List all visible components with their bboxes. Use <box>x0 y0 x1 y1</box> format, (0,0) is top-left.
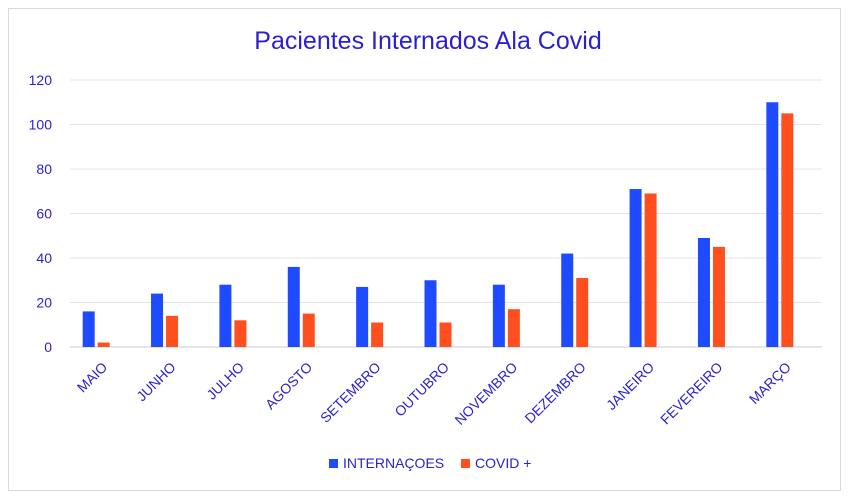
y-tick-label: 120 <box>29 72 53 88</box>
bar-internacoes-dezembro <box>561 253 574 347</box>
bar-internacoes-setembro <box>356 286 369 347</box>
bar-covid-dezembro <box>576 278 589 347</box>
bar-covid-setembro <box>371 322 384 347</box>
legend-swatch <box>461 459 470 468</box>
x-tick-label: SETEMBRO <box>317 359 384 426</box>
y-tick-label: 0 <box>44 339 52 355</box>
y-axis-ticks: 0 20 40 60 80 100 120 <box>29 72 53 355</box>
bar-covid-janeiro <box>644 193 657 347</box>
bar-internacoes-novembro <box>492 284 505 347</box>
bar-internacoes-junho <box>151 293 164 347</box>
y-tick-label: 100 <box>29 117 53 133</box>
x-tick-label: AGOSTO <box>262 359 316 413</box>
gridlines <box>70 79 822 348</box>
x-tick-label: OUTUBRO <box>391 359 452 420</box>
y-tick-label: 40 <box>36 250 52 266</box>
bar-covid-julho <box>234 320 247 347</box>
legend-label: INTERNAÇOES <box>343 455 444 471</box>
x-tick-label: FEVEREIRO <box>657 359 726 428</box>
bar-covid-fevereiro <box>712 246 725 347</box>
y-tick-label: 20 <box>36 295 52 311</box>
x-tick-label: JUNHO <box>133 359 178 404</box>
x-axis-labels: MAIO JUNHO JULHO AGOSTO SETEMBRO OUTUBRO NOVEM… <box>74 359 794 428</box>
bar-internacoes-janeiro <box>629 189 642 347</box>
legend-swatch <box>329 459 338 468</box>
x-tick-label: JULHO <box>203 359 247 403</box>
bar-covid-outubro <box>439 322 452 347</box>
x-tick-label: MARÇO <box>746 359 794 407</box>
legend-label: COVID + <box>475 455 531 471</box>
bar-internacoes-julho <box>219 284 232 347</box>
bar-internacoes-agosto <box>287 266 300 347</box>
y-tick-label: 60 <box>36 206 52 222</box>
x-tick-label: MAIO <box>74 359 111 396</box>
bar-covid-junho <box>166 315 179 347</box>
bar-internacoes-março <box>766 102 779 347</box>
x-tick-label: NOVEMBRO <box>451 359 520 428</box>
bar-covid-novembro <box>507 309 520 347</box>
x-tick-label: DEZEMBRO <box>521 359 588 426</box>
chart-title: Pacientes Internados Ala Covid <box>254 27 601 55</box>
x-tick-label: JANEIRO <box>603 359 657 413</box>
bars <box>82 102 794 347</box>
bar-covid-maio <box>97 342 110 347</box>
bar-internacoes-maio <box>82 311 95 347</box>
legend: INTERNAÇOES COVID + <box>329 455 531 471</box>
bar-internacoes-outubro <box>424 280 437 347</box>
bar-covid-março <box>781 113 794 347</box>
bar-internacoes-fevereiro <box>697 237 710 347</box>
y-tick-label: 80 <box>36 161 52 177</box>
bar-covid-agosto <box>302 313 315 347</box>
